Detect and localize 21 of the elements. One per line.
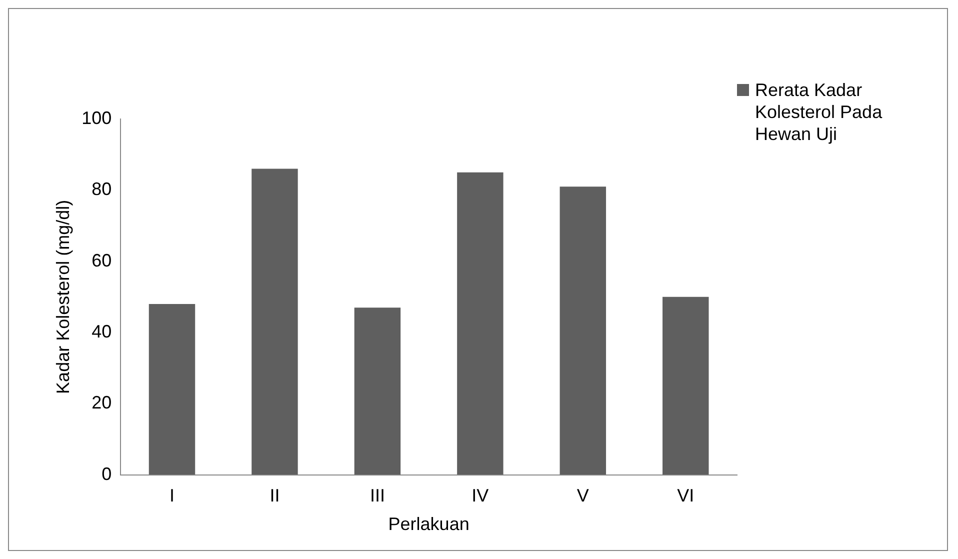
x-tick-label: VI [677, 486, 694, 506]
y-tick-label: 100 [82, 108, 112, 128]
x-axis-title: Perlakuan [388, 514, 470, 534]
y-axis-title: Kadar Kolesterol (mg/dl) [52, 200, 73, 394]
x-tick-label: I [169, 486, 175, 506]
bar [662, 296, 709, 475]
x-tick-label: V [576, 486, 589, 506]
legend-label: Rerata Kadar Kolesterol Pada Hewan Uji [755, 79, 884, 145]
y-tick-label: 40 [92, 321, 112, 342]
bar [252, 168, 298, 475]
bar [560, 186, 606, 475]
x-tick-label: IV [472, 486, 489, 506]
y-tick-label: 20 [92, 392, 112, 413]
y-tick-label: 60 [92, 250, 112, 270]
y-tick-label: 80 [92, 179, 112, 200]
x-tick-label: III [370, 486, 385, 506]
x-tick-label: II [270, 486, 280, 506]
y-tick-label: 0 [102, 464, 112, 484]
bar [148, 304, 196, 475]
bar [457, 172, 504, 475]
bar [354, 308, 401, 475]
